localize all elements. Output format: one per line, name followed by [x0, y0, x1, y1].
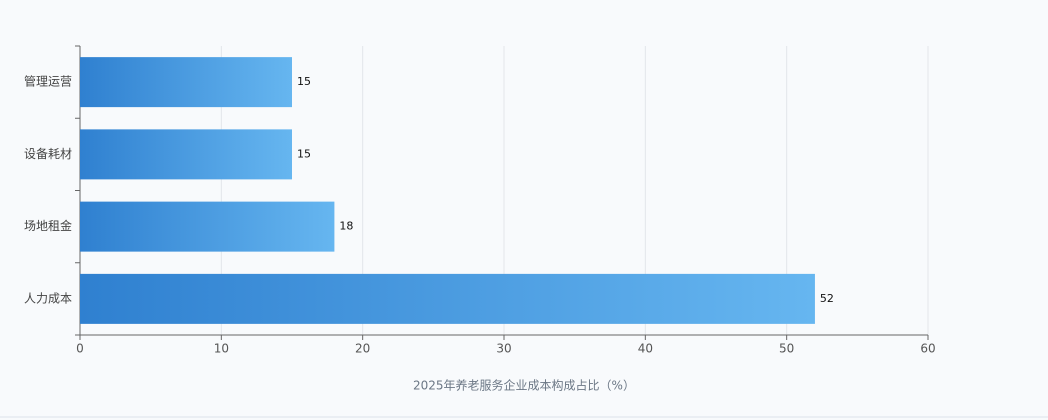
x-tick-label: 40 [638, 342, 653, 356]
value-label: 18 [339, 220, 353, 233]
y-tick-label: 管理运营 [24, 74, 72, 89]
y-tick-label: 场地租金 [24, 218, 72, 233]
bar [80, 201, 335, 252]
x-tick-label: 60 [920, 342, 935, 356]
x-axis-title: 2025年养老服务企业成本构成占比（%） [413, 378, 635, 393]
bar [80, 129, 292, 180]
y-tick-label: 人力成本 [24, 291, 72, 305]
value-label: 52 [820, 292, 834, 305]
x-tick-label: 30 [496, 342, 511, 356]
bar [80, 57, 292, 108]
x-tick-label: 0 [76, 342, 84, 356]
x-tick-label: 10 [214, 342, 229, 356]
x-tick-label: 20 [355, 342, 370, 356]
value-label: 15 [297, 75, 311, 88]
value-label: 15 [297, 147, 311, 160]
bar [80, 273, 815, 324]
y-tick-label: 设备耗材 [24, 147, 72, 161]
x-tick-label: 50 [779, 342, 794, 356]
